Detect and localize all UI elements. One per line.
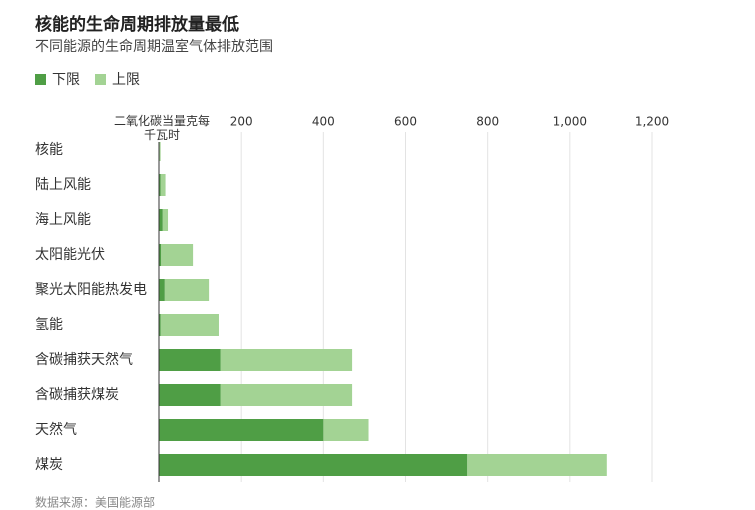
legend-swatch: [35, 74, 46, 85]
bar-upper: [162, 209, 169, 231]
bar-lower: [159, 454, 468, 476]
bar-upper: [164, 279, 210, 301]
bar-upper: [160, 314, 219, 336]
y-tick-label: 聚光太阳能热发电: [35, 282, 147, 298]
bar-lower: [159, 209, 163, 231]
x-tick-label: 1,000: [553, 115, 587, 129]
bar-lower: [159, 419, 324, 441]
bar-upper: [220, 384, 353, 406]
chart-title: 核能的生命周期排放量最低: [35, 14, 239, 35]
bar-upper: [220, 349, 353, 371]
legend-label: 下限: [52, 72, 80, 88]
x-tick-label: 600: [394, 115, 417, 129]
bar-lower: [159, 279, 165, 301]
bar-lower: [159, 349, 221, 371]
y-tick-label: 太阳能光伏: [35, 247, 105, 263]
x-tick-label: 200: [230, 115, 253, 129]
x-tick-label: 1,200: [635, 115, 669, 129]
bar-upper: [323, 419, 369, 441]
x-tick-label: 800: [476, 115, 499, 129]
x-tick-label: 400: [312, 115, 335, 129]
chart-subtitle: 不同能源的生命周期温室气体排放范围: [35, 38, 273, 55]
legend-label: 上限: [112, 72, 140, 88]
legend-swatch: [95, 74, 106, 85]
y-tick-label: 含碳捕获煤炭: [35, 387, 119, 403]
y-tick-label: 核能: [35, 142, 63, 158]
y-tick-label: 海上风能: [35, 212, 91, 228]
y-tick-label: 煤炭: [35, 457, 63, 473]
y-tick-label: 含碳捕获天然气: [35, 351, 133, 368]
bar-lower: [159, 174, 161, 196]
x-axis-label: 二氧化碳当量克每千瓦时: [112, 114, 212, 142]
bar-upper: [160, 174, 166, 196]
y-tick-label: 陆上风能: [35, 177, 91, 193]
bar-upper: [467, 454, 607, 476]
bar-lower: [159, 384, 221, 406]
y-tick-label: 天然气: [35, 421, 77, 438]
bar-upper: [161, 244, 194, 266]
bar-lower: [159, 244, 162, 266]
source: 数据来源：美国能源部: [35, 495, 155, 510]
bar-upper: [159, 139, 161, 161]
bar-lower: [159, 314, 161, 336]
y-tick-label: 氢能: [35, 317, 63, 333]
